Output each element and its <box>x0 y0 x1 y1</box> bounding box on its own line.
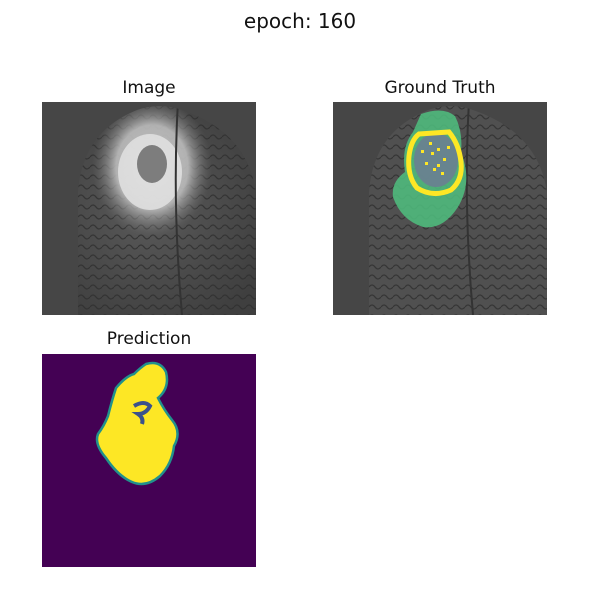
ground-truth-panel <box>333 102 547 315</box>
prediction-mask <box>42 354 256 567</box>
mri-image <box>42 102 256 315</box>
ground-truth-panel-title: Ground Truth <box>384 78 496 98</box>
prediction-panel-title: Prediction <box>106 329 192 349</box>
prediction-region <box>95 361 179 486</box>
prediction-panel <box>42 354 256 567</box>
ground-truth-overlay <box>333 102 547 315</box>
image-panel <box>42 102 256 315</box>
tumor-core <box>414 133 458 187</box>
image-panel-title: Image <box>122 78 176 98</box>
figure-title: epoch: 160 <box>243 9 357 33</box>
tumor-core-outline <box>406 129 464 196</box>
